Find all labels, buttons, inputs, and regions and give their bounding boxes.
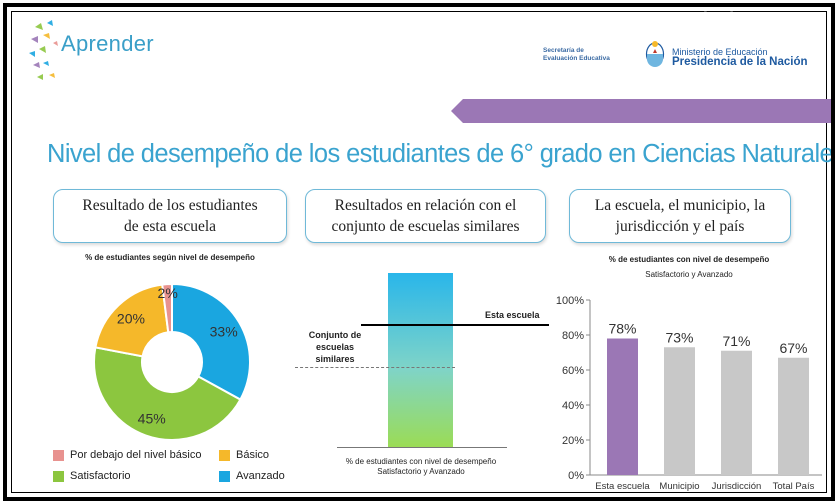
x-tick-label: Total País xyxy=(773,481,815,492)
y-tick-label: 60% xyxy=(562,365,584,377)
bar-chart: 0% 20% 40% 60% 80% 100% 78% Esta escuela 73% Muni… xyxy=(556,295,822,492)
middle-caption-line1: % de estudiantes con nivel de desempeño xyxy=(345,457,497,466)
national-shield-icon xyxy=(645,41,665,67)
secretaria-label: Secretaría de Evaluación Educativa xyxy=(543,47,610,63)
x-tick-label: Jurisdicción xyxy=(712,481,762,492)
pie-value-label: 2% xyxy=(158,285,178,301)
bar-caption-line1: % de estudiantes con nivel de desempeño xyxy=(608,255,770,264)
bar xyxy=(664,347,695,475)
legend-item-below-basic: Por debajo del nivel básico xyxy=(53,449,201,461)
section-banner-shape xyxy=(451,99,831,123)
this-school-label: Esta escuela xyxy=(485,310,540,320)
legend-label: Básico xyxy=(236,449,270,461)
pie-value-label: 45% xyxy=(138,410,166,426)
similar-schools-label-line3: similares xyxy=(315,354,355,364)
ministerio-label: Ministerio de Educación Presidencia de l… xyxy=(672,47,808,68)
pie-value-label: 33% xyxy=(210,323,238,339)
legend-swatch xyxy=(219,470,230,482)
logo-text: Aprender xyxy=(61,31,154,56)
middle-axis-line xyxy=(337,447,507,448)
ministerio-line1: Ministerio de Educación xyxy=(672,47,768,57)
legend-swatch xyxy=(219,449,230,461)
card-school-results-line2: de esta escuela xyxy=(123,218,217,235)
legend-item-basic: Básico xyxy=(219,449,269,461)
inner-border xyxy=(11,11,827,493)
x-tick-label: Municipio xyxy=(659,481,699,492)
bar xyxy=(721,350,752,475)
x-tick-label: Esta escuela xyxy=(595,481,650,492)
secretaria-line1: Secretaría de xyxy=(543,47,584,54)
y-tick-label: 0% xyxy=(568,470,584,482)
bar xyxy=(778,357,809,475)
similar-schools-label-line1: Conjunto de xyxy=(308,330,362,340)
card-comparison-line1: La escuela, el municipio, la xyxy=(594,197,766,214)
donut-hole xyxy=(142,332,202,392)
y-tick-label: 20% xyxy=(562,435,584,447)
middle-caption: % de estudiantes con nivel de desempeño … xyxy=(341,457,501,477)
secretaria-line2: Evaluación Educativa xyxy=(543,55,610,62)
legend-label: Por debajo del nivel básico xyxy=(70,449,202,461)
pie-value-label: 20% xyxy=(117,310,145,326)
card-comparison-line2: jurisdicción y el país xyxy=(615,218,745,235)
bar-caption-line2: Satisfactorio y Avanzado xyxy=(645,270,733,279)
this-school-marker-line xyxy=(361,324,549,326)
ministerio-line2: Presidencia de la Nación xyxy=(672,56,808,68)
pie-caption: % de estudiantes según nivel de desempeñ… xyxy=(85,253,255,262)
card-comparison: La escuela, el municipio, la jurisdicció… xyxy=(569,189,791,243)
card-school-results: Resultado de los estudiantes de esta esc… xyxy=(53,189,287,243)
similar-schools-marker-line xyxy=(295,367,455,368)
legend-label: Avanzado xyxy=(236,470,285,482)
page-frame: Aprender Secretaría de Evaluación Educat… xyxy=(3,3,835,501)
card-similar-schools-line2: conjunto de escuelas similares xyxy=(331,218,520,235)
donut-chart: 33% 45% 20% 2% xyxy=(93,282,251,441)
legend-item-satisfactory: Satisfactorio xyxy=(53,470,131,482)
similar-schools-label-line2: escuelas xyxy=(315,342,355,352)
bar xyxy=(607,338,638,475)
y-tick-label: 40% xyxy=(562,400,584,412)
aprender-logo-icon xyxy=(29,20,58,80)
middle-caption-line2: Satisfactorio y Avanzado xyxy=(377,467,465,476)
y-tick-label: 80% xyxy=(562,330,584,342)
similar-schools-label: Conjunto de escuelas similares xyxy=(297,329,373,365)
legend-swatch xyxy=(53,470,64,482)
bar-value-label: 71% xyxy=(722,333,750,349)
page-title: Nivel de desempeño de los estudiantes de… xyxy=(47,140,835,168)
legend-item-advanced: Avanzado xyxy=(219,470,285,482)
bar-value-label: 67% xyxy=(779,340,807,356)
bar-value-label: 73% xyxy=(665,329,693,345)
card-similar-schools-line1: Resultados en relación con el xyxy=(334,197,517,214)
bar-value-label: 78% xyxy=(608,321,636,337)
card-school-results-line1: Resultado de los estudiantes xyxy=(82,197,258,214)
y-tick-label: 100% xyxy=(556,295,584,307)
section-banner-text: Resultados de esta escuela xyxy=(651,10,821,27)
card-similar-schools: Resultados en relación con el conjunto d… xyxy=(305,189,546,243)
legend-label: Satisfactorio xyxy=(70,470,131,482)
bar-caption: % de estudiantes con nivel de desempeño … xyxy=(569,252,809,282)
similar-schools-gradient-bar xyxy=(388,273,453,447)
legend-swatch xyxy=(53,449,64,461)
